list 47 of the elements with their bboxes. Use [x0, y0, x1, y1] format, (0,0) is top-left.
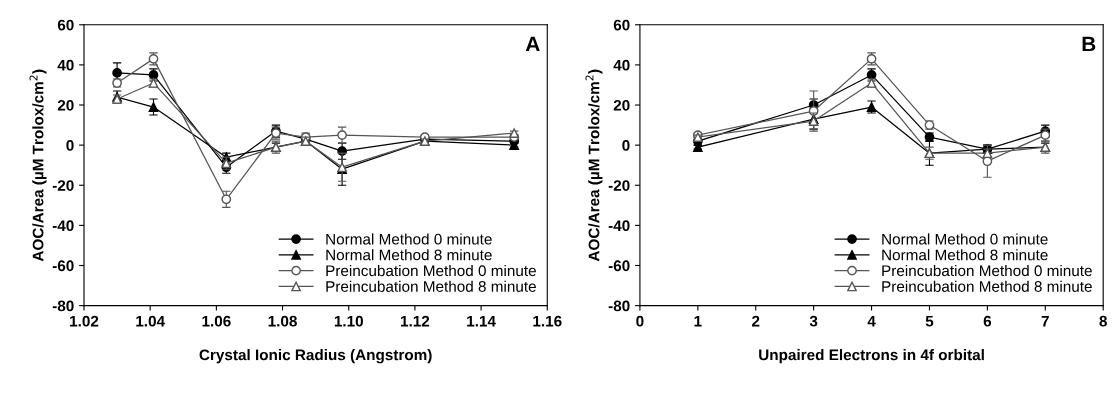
x-tick-label: 1.06: [202, 315, 231, 327]
x-axis-title: Unpaired Electrons in 4f orbital: [759, 349, 984, 364]
y-tick-label: -40: [52, 220, 74, 232]
legend-label: Normal Method 8 minute: [326, 249, 492, 261]
x-tick-label: 5: [925, 315, 934, 327]
y-tick-label: -60: [52, 260, 74, 272]
x-tick-label: 3: [809, 315, 818, 327]
y-tick-label: 40: [613, 59, 630, 71]
x-axis-title: Crystal Ionic Radius (Angstrom): [199, 349, 432, 364]
x-tick-label: 6: [983, 315, 992, 327]
y-tick-label: -80: [608, 300, 630, 312]
y-tick-label: 0: [622, 140, 630, 151]
annotation: A: [525, 36, 540, 52]
x-tick-label: 1.08: [268, 315, 297, 327]
y-tick-label: -80: [52, 300, 74, 312]
legend-label: Preincubation Method 0 minute: [882, 264, 1092, 277]
y-tick-label: 40: [57, 59, 74, 71]
y-tick-label: 20: [57, 99, 74, 111]
x-tick-label: 1: [694, 315, 702, 327]
y-axis-title: AOC/Area (µM Trolox/cm$^{2}$): [585, 69, 603, 262]
x-tick-label: 8: [1099, 315, 1107, 327]
x-tick-label: 1.14: [467, 315, 496, 327]
y-tick-label: 20: [613, 99, 630, 111]
y-tick-label: -20: [608, 180, 630, 191]
x-tick-label: 0: [636, 315, 644, 327]
x-tick-label: 2: [752, 315, 760, 327]
x-tick-label: 1.16: [533, 315, 562, 327]
y-tick-label: 0: [66, 140, 74, 151]
legend-label: Normal Method 0 minute: [882, 233, 1048, 245]
y-tick-label: -20: [52, 180, 74, 191]
y-axis-title: AOC/Area (µM Trolox/cm$^{2}$): [29, 69, 47, 262]
x-tick-label: 1.04: [136, 315, 165, 327]
legend-label: Preincubation Method 8 minute: [326, 280, 536, 292]
legend-label: Normal Method 8 minute: [882, 249, 1048, 261]
y-tick-label: 60: [57, 19, 74, 31]
annotation: B: [1082, 36, 1096, 52]
x-tick-label: 7: [1041, 315, 1049, 327]
x-tick-label: 4: [867, 315, 876, 327]
x-tick-label: 1.12: [401, 315, 430, 327]
legend-label: Preincubation Method 0 minute: [326, 264, 536, 277]
legend-label: Normal Method 0 minute: [326, 233, 492, 245]
y-tick-label: 60: [613, 19, 630, 31]
x-tick-label: 1.10: [334, 315, 363, 327]
y-tick-label: -40: [608, 220, 630, 232]
y-tick-label: -60: [608, 260, 630, 272]
legend-label: Preincubation Method 8 minute: [882, 280, 1092, 292]
x-tick-label: 1.02: [70, 315, 99, 327]
